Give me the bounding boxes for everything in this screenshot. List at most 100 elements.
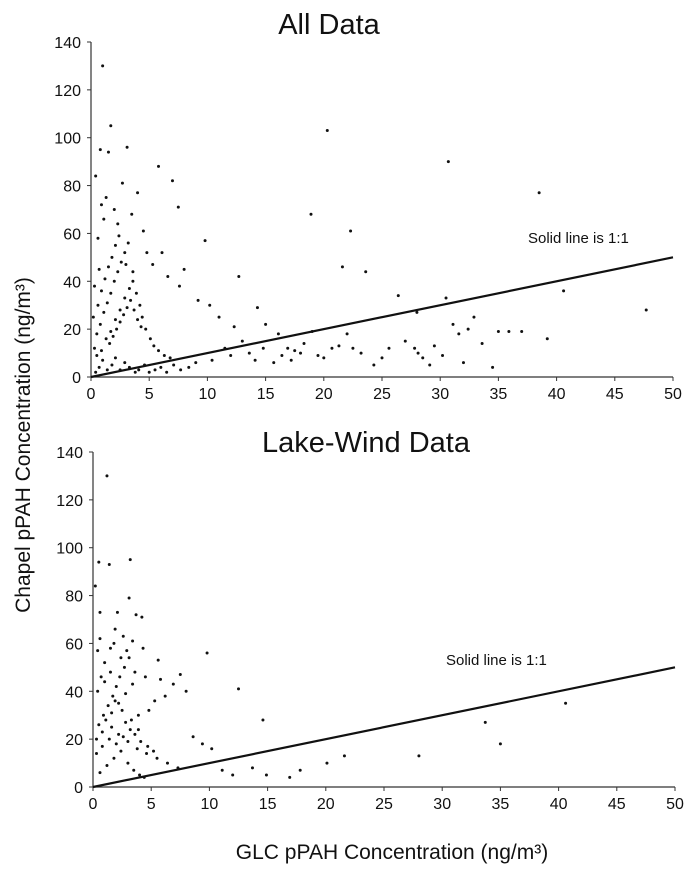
data-point [136,191,140,195]
data-point [131,682,135,686]
x-tick-label: 35 [492,796,510,813]
data-point [96,303,100,307]
data-point [111,334,115,338]
data-point [105,368,109,372]
data-point [132,308,136,312]
data-point [127,656,131,660]
data-point [194,361,198,365]
data-point [261,346,265,350]
y-tick-label: 60 [63,226,81,243]
data-point [417,754,421,758]
data-point [272,361,276,365]
data-point [117,701,121,705]
data-point [537,191,541,195]
data-point [142,775,146,779]
x-tick-label: 50 [664,386,682,403]
data-point [139,325,143,329]
data-point [124,720,128,724]
data-point [179,368,183,372]
data-point [140,615,144,619]
y-tick-label: 100 [54,131,81,148]
data-point [99,289,103,293]
data-point [110,255,114,259]
data-point [564,701,568,705]
one-to-one-line [92,666,676,789]
data-point [130,212,134,216]
data-point [288,775,292,779]
data-point [264,322,268,326]
data-point [229,353,233,357]
data-point [91,315,95,319]
data-point [128,558,132,562]
data-point [99,349,103,353]
x-tick-label: 0 [87,386,96,403]
data-point [421,356,425,360]
data-point [359,351,363,355]
data-point [122,665,126,669]
data-point [237,275,241,278]
data-point [97,267,101,271]
data-point [159,365,163,369]
data-point [141,646,145,650]
data-point [94,174,98,178]
data-point [120,181,124,185]
annotation-all-data: Solid line is 1:1 [528,230,629,247]
data-point [123,296,127,300]
data-point [121,634,125,638]
data-point [131,279,135,283]
data-point [325,761,329,765]
data-point [184,689,188,693]
data-point [143,363,147,367]
data-point [240,339,244,343]
data-point [110,711,114,715]
data-point [415,310,419,314]
data-point [178,673,182,677]
data-point [113,627,117,631]
data-point [223,346,227,350]
data-point [117,234,121,238]
axes-lake-wind-data: 0 5 10 15 20 25 30 35 40 45 50 0 20 40 60 80 100 120 140 [56,445,684,813]
data-point [119,749,123,753]
data-point [116,270,120,274]
data-point [112,279,116,283]
data-point [255,306,259,310]
data-point [156,658,160,662]
data-point [498,742,502,746]
y-tick-label: 0 [72,370,81,387]
data-point [114,742,118,746]
data-point [191,735,195,739]
data-point [231,773,235,777]
data-point [110,363,114,367]
data-point [250,766,254,770]
data-point [210,747,214,751]
data-point [117,732,121,736]
data-point [316,353,320,357]
data-point [472,315,476,319]
data-point [105,763,109,767]
data-point [182,267,186,271]
data-point [99,203,103,207]
data-point [416,351,420,355]
data-point [165,370,169,374]
data-point [177,284,181,288]
data-point [120,708,124,712]
data-point [96,236,100,240]
data-point [340,265,344,269]
data-point [119,656,123,660]
data-point [143,675,147,679]
data-point [457,332,461,336]
data-point [342,754,346,758]
data-point [153,699,157,703]
data-point [95,332,99,336]
data-point [145,251,149,255]
data-point [403,339,407,343]
data-point [136,318,140,322]
data-point [125,649,129,653]
data-point [113,699,117,703]
data-point [220,768,224,772]
data-point [299,351,303,355]
data-point [232,325,236,329]
chart-title-all-data: All Data [278,9,380,41]
data-point [113,318,117,322]
x-tick-label: 15 [259,796,277,813]
